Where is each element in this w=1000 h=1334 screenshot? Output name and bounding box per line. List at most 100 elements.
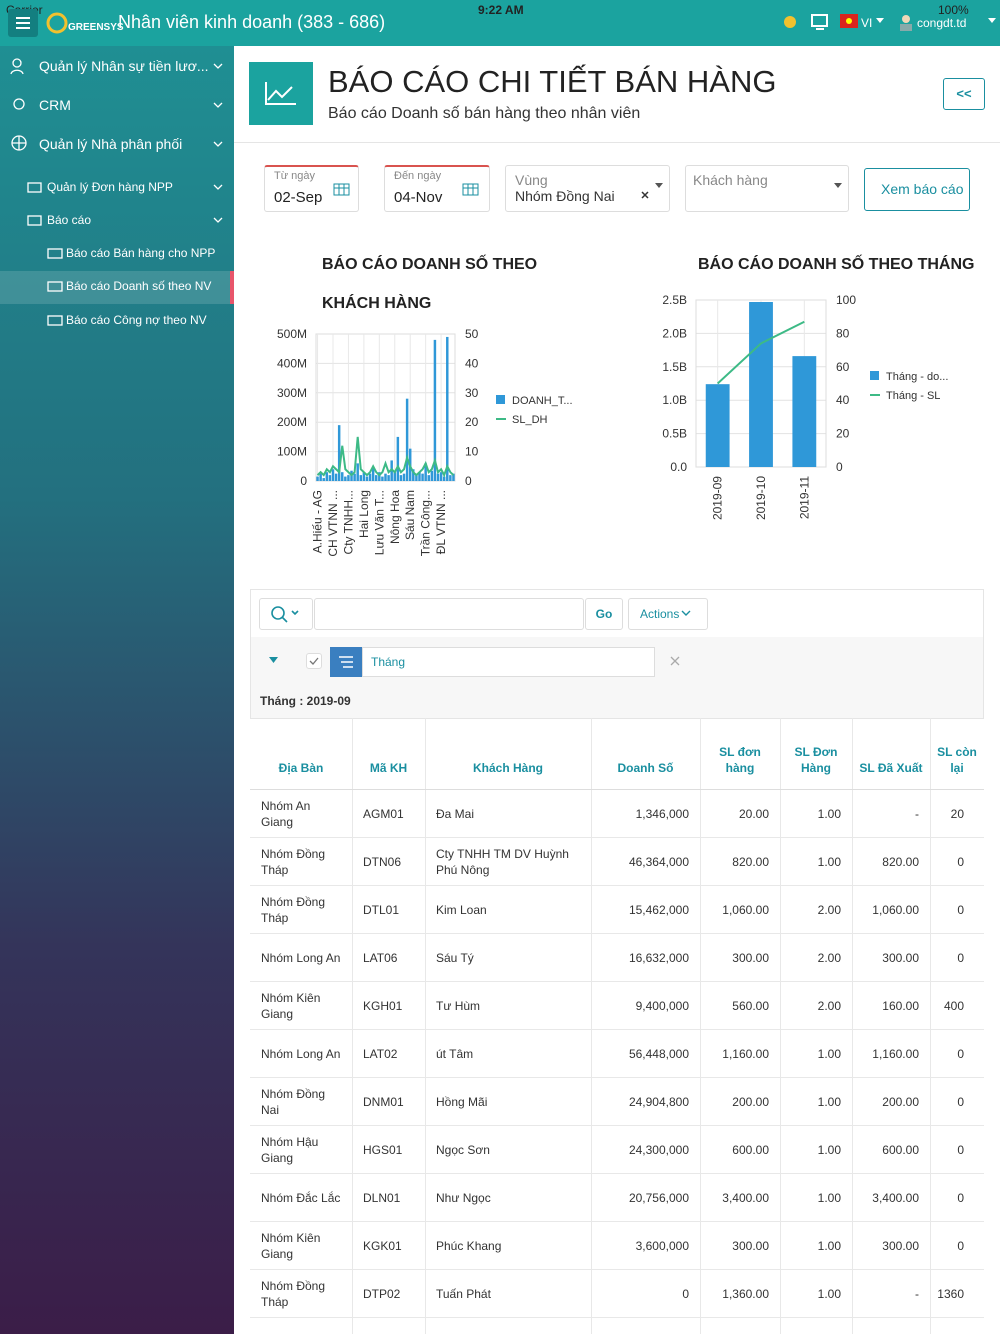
y-tick-label: 0.0 bbox=[670, 460, 687, 474]
icon[interactable] bbox=[780, 13, 800, 31]
column-header: Khách Hàng bbox=[472, 761, 543, 775]
legend-swatch bbox=[870, 371, 879, 380]
table-cell: 16,632,000 bbox=[628, 951, 689, 965]
bar bbox=[402, 473, 406, 481]
menu-item[interactable]: Quản lý Nhà phân phối bbox=[39, 136, 183, 152]
table-cell: Nhóm Long An bbox=[261, 951, 341, 965]
x-tick-label: Cty TNHH... bbox=[341, 490, 355, 554]
row-line bbox=[250, 1221, 984, 1222]
menu-item[interactable]: Báo cáo Doanh số theo NV bbox=[66, 279, 212, 293]
checkbox[interactable] bbox=[306, 653, 322, 669]
legend-label: DOANH_T... bbox=[512, 395, 573, 407]
y2-tick-label: 20 bbox=[836, 427, 850, 441]
column-header: Mã KH bbox=[369, 761, 408, 775]
table-cell: 1.00 bbox=[817, 1239, 841, 1253]
from-date[interactable]: Từ ngày 02-Sep bbox=[264, 165, 359, 212]
back-button[interactable]: << bbox=[943, 78, 985, 110]
bar bbox=[347, 475, 350, 481]
table-cell: 1.00 bbox=[817, 807, 841, 821]
collapse-toggle[interactable] bbox=[269, 657, 279, 665]
filter-chip[interactable]: Tháng bbox=[362, 647, 655, 677]
search-menu[interactable] bbox=[259, 598, 313, 630]
menu-item[interactable]: Quản lý Nhân sự tiền lươ... bbox=[39, 58, 209, 74]
bar bbox=[365, 476, 369, 481]
x-tick-label: Trần Công... bbox=[419, 490, 433, 556]
caret bbox=[834, 183, 842, 188]
column-header: Doanh Số bbox=[617, 761, 674, 775]
table-cell: 1.00 bbox=[817, 1095, 841, 1109]
bar bbox=[452, 473, 455, 481]
table-cell: Nhóm Đồng Tháp bbox=[261, 847, 326, 877]
bar bbox=[325, 472, 329, 481]
x-tick-label: 2019-09 bbox=[711, 476, 725, 520]
legend-label: Tháng - do... bbox=[886, 371, 948, 383]
go-button[interactable]: Go bbox=[585, 598, 623, 630]
user-name[interactable]: congdt.td bbox=[917, 16, 967, 30]
bar bbox=[322, 478, 325, 481]
submit-button[interactable]: Xem báo cáo bbox=[864, 168, 970, 211]
table-cell: 3,600,000 bbox=[635, 1239, 689, 1253]
logo-text: GREENSYS bbox=[68, 22, 124, 33]
menu-item[interactable]: CRM bbox=[39, 97, 71, 113]
table-cell: 200.00 bbox=[882, 1095, 919, 1109]
field-label: Đến ngày bbox=[394, 170, 442, 182]
remove-filter[interactable] bbox=[670, 656, 680, 666]
screen-icon[interactable] bbox=[810, 13, 830, 31]
row-line bbox=[250, 1317, 984, 1318]
table-cell: 300.00 bbox=[732, 1239, 769, 1253]
table-cell: KGH01 bbox=[363, 999, 403, 1013]
column-divider bbox=[352, 718, 353, 1334]
y2-tick-label: 40 bbox=[836, 393, 850, 407]
battery: 100% bbox=[938, 3, 969, 17]
search-input[interactable] bbox=[314, 598, 584, 630]
flag[interactable] bbox=[840, 14, 858, 28]
table-cell: LAT02 bbox=[363, 1047, 398, 1061]
bar bbox=[362, 472, 366, 481]
menu-item[interactable]: Báo cáo bbox=[47, 213, 92, 227]
table-cell: Hồng Mãi bbox=[436, 1095, 488, 1109]
to-date[interactable]: Đến ngày 04-Nov bbox=[384, 165, 490, 212]
column-header: SL đơn hàng bbox=[719, 745, 761, 775]
table-cell: 1,160.00 bbox=[722, 1047, 769, 1061]
y-tick-label: 1.0B bbox=[662, 393, 687, 407]
x-tick-label: Hai Long bbox=[357, 490, 371, 538]
y2-tick-label: 60 bbox=[836, 360, 850, 374]
bar bbox=[337, 425, 341, 481]
table-cell: 1.00 bbox=[817, 1191, 841, 1205]
menu-item[interactable]: Báo cáo Bán hàng cho NPP bbox=[66, 246, 216, 260]
menu-item[interactable]: Báo cáo Công nợ theo NV bbox=[66, 313, 207, 327]
field-label: Khách hàng bbox=[693, 172, 768, 188]
bar bbox=[390, 460, 393, 481]
menu-button[interactable] bbox=[8, 9, 38, 37]
menu-item[interactable]: Quản lý Đơn hàng NPP bbox=[47, 180, 173, 194]
filter-icon bbox=[330, 647, 362, 677]
bar bbox=[319, 473, 322, 481]
table-cell: DNM01 bbox=[363, 1095, 404, 1109]
language[interactable]: VI bbox=[861, 16, 873, 30]
chart-title: BÁO CÁO DOANH SỐ THEO KHÁCH HÀNG bbox=[322, 256, 538, 312]
bar bbox=[442, 476, 446, 481]
actions-button[interactable]: Actions bbox=[628, 598, 708, 630]
table-cell: 560.00 bbox=[732, 999, 769, 1013]
column-header: SL Đơn Hàng bbox=[794, 745, 838, 775]
clear-icon[interactable] bbox=[640, 190, 650, 200]
field-value: 04-Nov bbox=[394, 189, 443, 206]
bar bbox=[396, 436, 400, 481]
x-tick-label: Lưu Văn T... bbox=[372, 490, 386, 555]
header-line bbox=[250, 789, 984, 790]
row-line bbox=[250, 1173, 984, 1174]
bar bbox=[384, 473, 387, 481]
table-cell: 0 bbox=[957, 1047, 964, 1061]
bar bbox=[749, 302, 773, 467]
column-divider bbox=[591, 718, 592, 1334]
chart-icon bbox=[265, 82, 296, 105]
table-cell: Nhóm Hậu Giang bbox=[261, 1135, 319, 1165]
row-line bbox=[250, 1077, 984, 1078]
bar bbox=[387, 475, 390, 481]
table-cell: 1,160.00 bbox=[872, 1047, 919, 1061]
bar bbox=[328, 475, 332, 481]
bar bbox=[412, 469, 415, 481]
y2-tick-label: 10 bbox=[465, 445, 479, 459]
customer-select[interactable]: Khách hàng bbox=[685, 165, 849, 212]
region-select[interactable]: Vùng Nhóm Đồng Nai bbox=[505, 165, 670, 212]
